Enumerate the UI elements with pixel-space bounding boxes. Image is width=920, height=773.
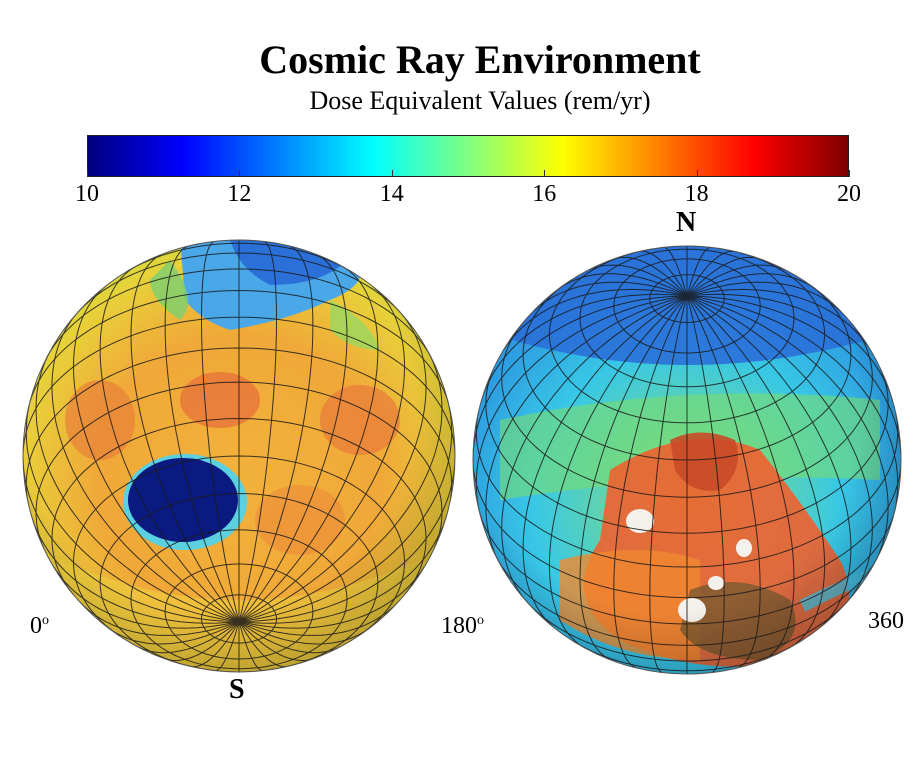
colorbar-tick-label: 12 <box>227 181 252 207</box>
graticule-line <box>72 286 240 622</box>
graticule-line <box>238 254 348 622</box>
longitude-label-0: 0o <box>30 613 49 639</box>
graticule-line <box>686 295 889 566</box>
right-globe <box>472 245 902 675</box>
graticule-line <box>35 349 240 622</box>
graticule-line <box>238 621 370 645</box>
graticule-line <box>191 621 240 668</box>
graticule-line <box>686 256 762 297</box>
graticule-line <box>686 246 711 297</box>
graticule-line <box>686 295 873 602</box>
colorbar-tick-label: 20 <box>837 181 861 207</box>
graticule-line <box>99 265 240 622</box>
graticule-line <box>686 295 901 455</box>
graticule-line <box>686 295 826 649</box>
graticule-line <box>475 295 688 513</box>
graticule-line <box>502 288 688 351</box>
map-subtitle: Dose Equivalent Values (rem/yr) <box>309 86 651 115</box>
graticule-line <box>201 241 240 622</box>
colorbar-tick-label: 10 <box>75 181 99 207</box>
graticule-line <box>238 403 453 622</box>
map-title: Cosmic Ray Environment <box>259 37 701 82</box>
graticule-line <box>686 295 725 673</box>
graticule-line <box>686 293 894 403</box>
graticule-line <box>238 621 287 668</box>
graticule-line <box>214 621 240 672</box>
graticule-line <box>238 455 455 622</box>
graticule-line <box>686 273 817 297</box>
graticule-line <box>238 621 264 672</box>
colorbar <box>87 135 849 177</box>
graticule-line <box>686 295 761 669</box>
graticule-line <box>238 621 340 654</box>
graticule-line <box>238 621 315 662</box>
graticule-line <box>686 295 899 513</box>
colorbar-tick-label: 16 <box>532 181 557 207</box>
colorbar-tick-mark <box>544 170 546 177</box>
colorbar-tick-label: 18 <box>684 181 709 207</box>
graticule-line <box>80 602 240 636</box>
graticule-line <box>480 293 688 403</box>
graticule-line <box>663 246 688 297</box>
graticule-line <box>548 295 688 649</box>
graticule-line <box>587 264 688 297</box>
longitude-label-180: 180o <box>441 613 484 639</box>
graticule-line <box>612 256 688 297</box>
graticule-line <box>164 245 240 622</box>
graticule-line <box>238 513 448 624</box>
north-pole-label: N <box>676 207 697 238</box>
colorbar-tick-mark <box>239 170 241 177</box>
graticule-line <box>238 241 277 622</box>
graticule-line <box>138 621 240 654</box>
graticule-line <box>238 312 427 622</box>
graticule-line <box>163 621 240 662</box>
graticule-line <box>130 254 240 622</box>
graticule-line <box>649 295 688 673</box>
graticule-line <box>686 295 795 661</box>
graticule-line <box>238 566 425 629</box>
graticule-line <box>30 513 240 624</box>
graticule-line <box>473 295 688 461</box>
graticule-line <box>613 295 688 669</box>
colorbar-tick-mark <box>849 170 850 177</box>
graticule-line <box>522 295 688 629</box>
graticule-line <box>23 455 240 622</box>
longitude-label-360: 360 <box>868 608 904 634</box>
graticule-line <box>501 295 688 602</box>
graticule-line <box>686 250 735 297</box>
colorbar-tick-label: 14 <box>379 181 404 207</box>
graticule-line <box>639 250 688 297</box>
graticule-line <box>108 621 240 645</box>
left-globe <box>22 239 456 673</box>
graticule-line <box>686 295 852 629</box>
graticule-line <box>557 273 688 297</box>
graticule-line <box>579 295 688 661</box>
graticule-line <box>238 602 398 636</box>
graticule-line <box>686 264 787 297</box>
graticule-line <box>686 288 872 351</box>
graticule-line <box>53 566 240 629</box>
graticule-line <box>485 295 688 566</box>
south-pole-label: S <box>229 674 245 705</box>
graticule-line <box>238 286 406 622</box>
graticule-line <box>238 265 379 622</box>
graticule-line <box>238 349 443 622</box>
graticule-line <box>238 245 314 622</box>
colorbar-tick-mark <box>696 170 698 177</box>
graticule-line <box>529 281 688 316</box>
graticule-line <box>25 403 240 622</box>
colorbar-tick-mark <box>87 170 88 177</box>
graticule-line <box>686 281 845 316</box>
graticule-line <box>51 312 240 622</box>
colorbar-tick-mark <box>391 170 393 177</box>
